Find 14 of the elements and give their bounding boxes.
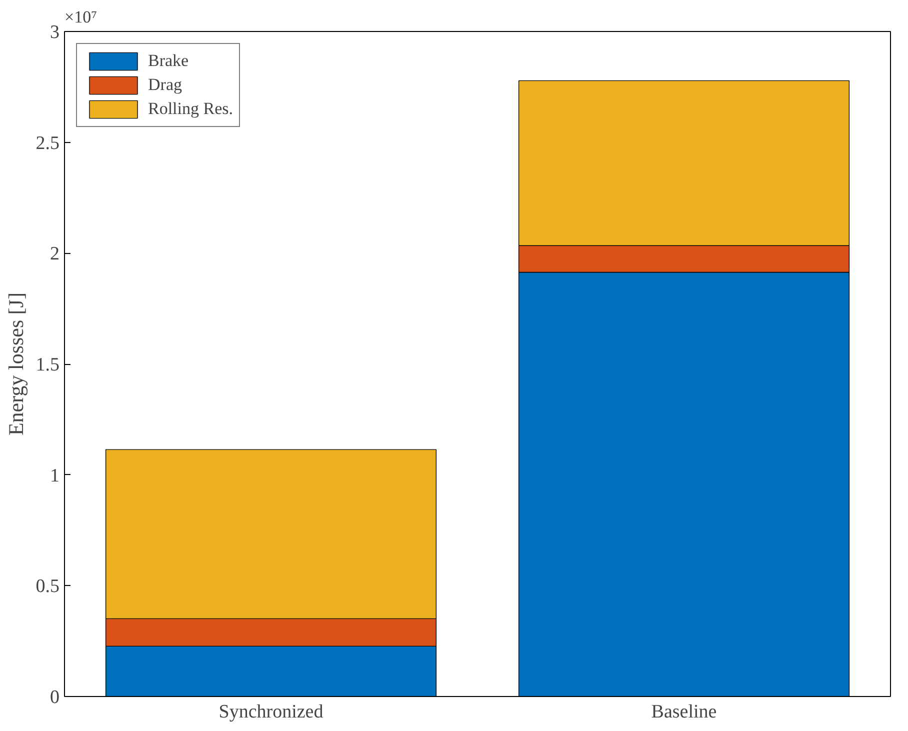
y-tick-label: 3 [50, 22, 60, 43]
text: ×10⁷ [64, 8, 98, 26]
y-tick-label: 0 [50, 687, 60, 708]
y-tick-label: 2 [50, 244, 60, 265]
y-tick-label: 1 [50, 465, 60, 486]
legend-label: Brake [148, 51, 189, 71]
y-axis-title: Energy losses [J] [4, 292, 28, 436]
x-tick-label: Synchronized [218, 702, 324, 722]
y-tick-label: 1.5 [36, 354, 60, 376]
x-tick-label: Baseline [651, 702, 717, 722]
legend-label: Rolling Res. [148, 99, 234, 119]
y-tick-label: 2.5 [36, 132, 60, 154]
legend-label: Drag [148, 75, 182, 95]
y-tick-label: 0.5 [36, 576, 60, 598]
